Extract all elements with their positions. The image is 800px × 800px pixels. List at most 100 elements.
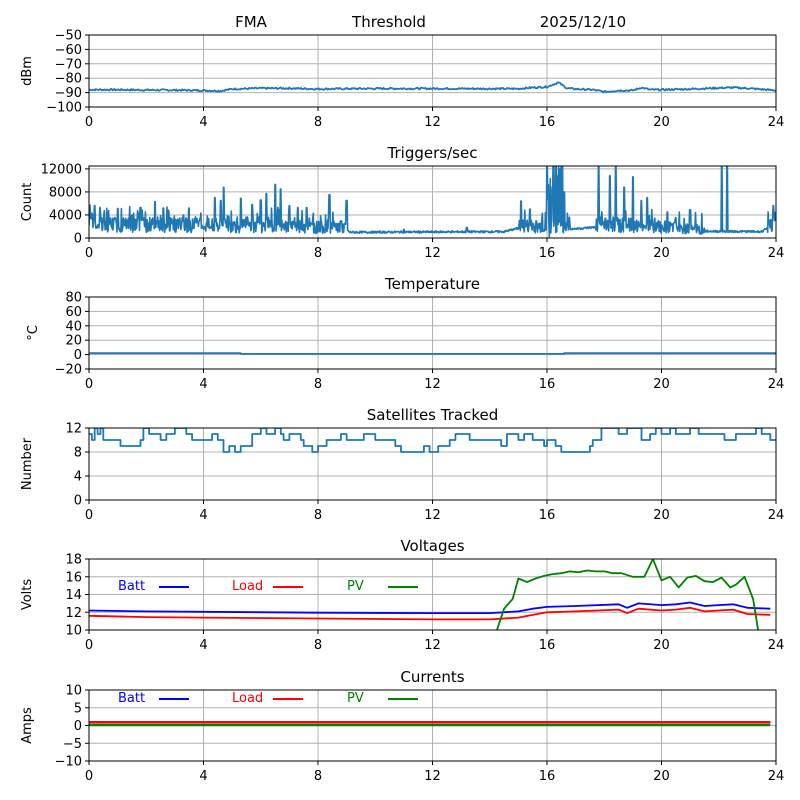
y-tick-label: 12000 xyxy=(41,162,82,177)
legend-label-load: Load xyxy=(232,691,263,706)
x-tick-label: 0 xyxy=(85,508,93,523)
y-axis-label: dBm xyxy=(20,56,35,86)
x-tick-label: 4 xyxy=(199,115,207,130)
y-tick-label: −20 xyxy=(55,363,82,378)
panel-title: Triggers/sec xyxy=(387,144,478,162)
legend-label-batt: Batt xyxy=(118,691,145,706)
legend-label-load: Load xyxy=(232,579,263,594)
x-tick-label: 4 xyxy=(199,508,207,523)
legend-label-pv: PV xyxy=(347,691,364,706)
y-tick-label: 4 xyxy=(74,470,82,485)
y-tick-label: 18 xyxy=(65,553,82,568)
x-tick-label: 0 xyxy=(85,115,93,130)
panel-triggers: Triggers/sec Count 0 4000 8000 12000 0 4 8 12 16 20… xyxy=(20,144,784,261)
y-tick-label: 14 xyxy=(65,588,82,603)
x-tick-label: 12 xyxy=(424,769,441,784)
x-tick-label: 16 xyxy=(539,377,556,392)
panel-voltages: Voltages Volts 10 12 14 16 18 0 4 8 12 16 20 24 Batt Lo… xyxy=(20,537,784,653)
series-group xyxy=(89,352,776,355)
x-tick-label: 20 xyxy=(653,377,670,392)
series-group xyxy=(89,428,776,453)
series-group xyxy=(89,559,771,630)
panel-currents: Currents Amps −10 −5 0 5 10 0 4 8 12 16 20 24 Batt Load… xyxy=(20,668,784,784)
series-group xyxy=(89,166,776,238)
series-line-pv xyxy=(496,559,760,630)
x-tick-label: 12 xyxy=(424,246,441,261)
header-station: FMA xyxy=(235,13,268,31)
y-tick-label: −90 xyxy=(55,86,82,101)
x-tick-label: 8 xyxy=(314,769,322,784)
y-tick-label: 5 xyxy=(74,701,82,716)
axes-frame xyxy=(88,427,777,501)
y-tick-label: 8000 xyxy=(49,185,82,200)
panel-threshold: dBm −100−90−80−70−60−50 0 4 8 12 16 20 24 xyxy=(20,29,784,131)
x-tick-label: 0 xyxy=(85,377,93,392)
series-line-satellites xyxy=(89,428,776,453)
series-group xyxy=(89,721,771,727)
x-tick-label: 8 xyxy=(314,508,322,523)
x-tick-label: 24 xyxy=(768,508,785,523)
x-tick-label: 16 xyxy=(539,769,556,784)
x-tick-label: 16 xyxy=(539,508,556,523)
panel-title: Temperature xyxy=(384,275,480,293)
x-tick-label: 8 xyxy=(314,115,322,130)
series-line-batt xyxy=(89,601,771,614)
panel-satellites: Satellites Tracked Number 0 4 8 12 0 4 8 12 16 20 24 xyxy=(20,406,784,523)
y-tick-label: 12 xyxy=(65,606,82,621)
panel-title: Voltages xyxy=(400,537,464,555)
axes-frame xyxy=(88,165,777,239)
x-tick-label: 24 xyxy=(768,769,785,784)
x-tick-label: 4 xyxy=(199,638,207,653)
header-date: 2025/12/10 xyxy=(540,13,626,31)
axes-frame xyxy=(88,689,777,762)
x-tick-label: 24 xyxy=(768,115,785,130)
y-axis-label: Volts xyxy=(20,579,35,611)
header-label: Threshold xyxy=(351,13,426,31)
y-tick-label: 0 xyxy=(74,494,82,509)
y-tick-label: 80 xyxy=(65,291,82,306)
y-tick-label: −80 xyxy=(55,72,82,87)
x-tick-label: 12 xyxy=(424,638,441,653)
x-tick-label: 16 xyxy=(539,115,556,130)
x-tick-label: 4 xyxy=(199,769,207,784)
series-line-threshold xyxy=(89,81,776,94)
x-tick-label: 12 xyxy=(424,377,441,392)
axes-frame xyxy=(88,558,777,631)
y-tick-label: 12 xyxy=(65,422,82,437)
x-tick-label: 20 xyxy=(653,769,670,784)
legend-label-pv: PV xyxy=(347,579,364,594)
y-tick-label: 4000 xyxy=(49,208,82,223)
x-tick-label: 12 xyxy=(424,115,441,130)
y-tick-label: 40 xyxy=(65,319,82,334)
y-axis-label: Number xyxy=(20,437,35,490)
y-tick-label: 0 xyxy=(74,232,82,247)
x-tick-label: 20 xyxy=(653,638,670,653)
x-tick-label: 20 xyxy=(653,246,670,261)
x-tick-label: 4 xyxy=(199,377,207,392)
y-tick-label: 20 xyxy=(65,334,82,349)
x-tick-label: 0 xyxy=(85,246,93,261)
panel-title: Currents xyxy=(400,668,464,686)
x-tick-label: 20 xyxy=(653,508,670,523)
x-tick-label: 16 xyxy=(539,638,556,653)
y-tick-label: 0 xyxy=(74,719,82,734)
x-tick-label: 8 xyxy=(314,377,322,392)
series-line-triggers xyxy=(89,166,776,238)
x-tick-label: 24 xyxy=(768,638,785,653)
legend-label-batt: Batt xyxy=(118,579,145,594)
y-tick-label: −5 xyxy=(63,737,82,752)
y-tick-label: −70 xyxy=(55,57,82,72)
series-line-temperature xyxy=(89,352,776,355)
y-tick-label: 8 xyxy=(74,446,82,461)
x-tick-label: 8 xyxy=(314,638,322,653)
axes-frame xyxy=(88,34,777,108)
y-axis-label: Count xyxy=(20,183,35,222)
y-tick-label: −100 xyxy=(46,101,82,116)
x-tick-label: 24 xyxy=(768,377,785,392)
x-tick-label: 8 xyxy=(314,246,322,261)
axes-frame xyxy=(88,296,777,370)
y-axis-label: °C xyxy=(26,325,41,341)
y-tick-label: 16 xyxy=(65,570,82,585)
x-tick-label: 0 xyxy=(85,638,93,653)
